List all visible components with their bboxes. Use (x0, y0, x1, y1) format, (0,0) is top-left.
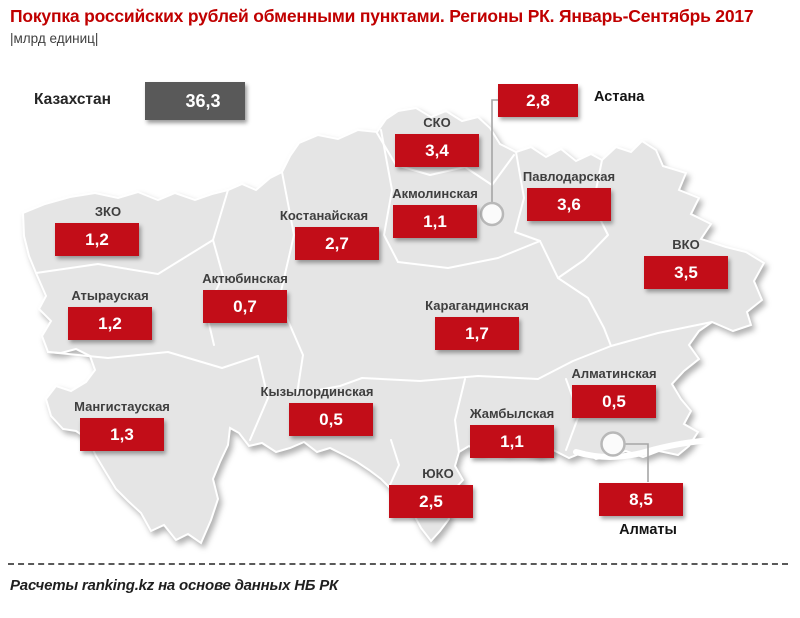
lake-balkhash (573, 437, 717, 460)
region-atyrauskaya: Атырауская 1,2 (68, 288, 152, 340)
region-label: Жамбылская (469, 406, 555, 421)
region-label: ВКО (672, 237, 700, 252)
region-label: Акмолинская (392, 186, 478, 201)
region-vko: ВКО 3,5 (644, 237, 728, 289)
region-kostanayskaya: Костанайская 2,7 (280, 208, 379, 260)
region-value-box: 1,1 (393, 205, 477, 238)
source-note: Расчеты ranking.kz на основе данных НБ Р… (10, 577, 339, 594)
region-label: Актюбинская (202, 271, 288, 286)
region-label: Атырауская (71, 288, 149, 303)
region-mangistauskaya: Мангистауская 1,3 (74, 399, 170, 451)
astana-marker (479, 201, 505, 227)
city-almaty: Алматы 8,5 (599, 483, 683, 538)
region-label: Мангистауская (74, 399, 170, 414)
region-label: ЮКО (422, 466, 454, 481)
region-value-box: 2,5 (389, 485, 473, 518)
region-aktyubinskaya: Актюбинская 0,7 (202, 271, 288, 323)
region-almatinskaya: Алматинская 0,5 (571, 366, 657, 418)
region-value-box: 1,2 (55, 223, 139, 256)
region-label: Алматинская (571, 366, 657, 381)
divider-dashed-line (8, 563, 788, 565)
region-value-box: 0,7 (203, 290, 287, 323)
region-label: ЗКО (94, 204, 122, 219)
region-value-box: 3,4 (395, 134, 479, 167)
city-astana: Астана 2,8 (498, 84, 644, 117)
region-label: Карагандинская (425, 298, 529, 313)
country-total-label: Казахстан (34, 91, 112, 108)
region-value-box: 1,3 (80, 418, 164, 451)
region-label: Костанайская (279, 208, 369, 223)
city-label: Алматы (619, 522, 677, 538)
region-value-box: 2,7 (295, 227, 379, 260)
region-value-box: 0,5 (289, 403, 373, 436)
region-borders (35, 129, 713, 488)
region-value-box: 0,5 (572, 385, 656, 418)
region-akmolinskaya: Акмолинская 1,1 (392, 186, 478, 238)
region-value-box: 3,6 (527, 188, 611, 221)
almaty-marker (600, 431, 626, 457)
region-zko: ЗКО 1,2 (55, 204, 139, 256)
unit-label: |млрд единиц| (10, 31, 99, 46)
region-value-box: 3,5 (644, 256, 728, 289)
astana-connector-line (491, 99, 498, 203)
region-value-box: 1,7 (435, 317, 519, 350)
almaty-connector-line (625, 443, 649, 482)
region-label: СКО (423, 115, 451, 130)
city-label: Астана (594, 89, 645, 105)
region-value-box: 1,2 (68, 307, 152, 340)
region-pavlodarskaya: Павлодарская 3,6 (523, 169, 615, 221)
city-value-box: 2,8 (498, 84, 578, 117)
region-kyzylordinskaya: Кызылординская 0,5 (261, 384, 373, 436)
region-yuko: ЮКО 2,5 (389, 466, 473, 518)
region-label: Павлодарская (522, 169, 616, 184)
region-karagandinskaya: Карагандинская 1,7 (425, 298, 529, 350)
page-title: Покупка российских рублей обменными пунк… (10, 6, 754, 26)
region-zhambylskaya: Жамбылская 1,1 (470, 406, 554, 458)
city-value-box: 8,5 (599, 483, 683, 516)
region-sko: СКО 3,4 (395, 115, 479, 167)
region-value-box: 1,1 (470, 425, 554, 458)
country-total-value-box: 36,3 (145, 82, 245, 120)
region-label: Кызылординская (260, 384, 374, 399)
